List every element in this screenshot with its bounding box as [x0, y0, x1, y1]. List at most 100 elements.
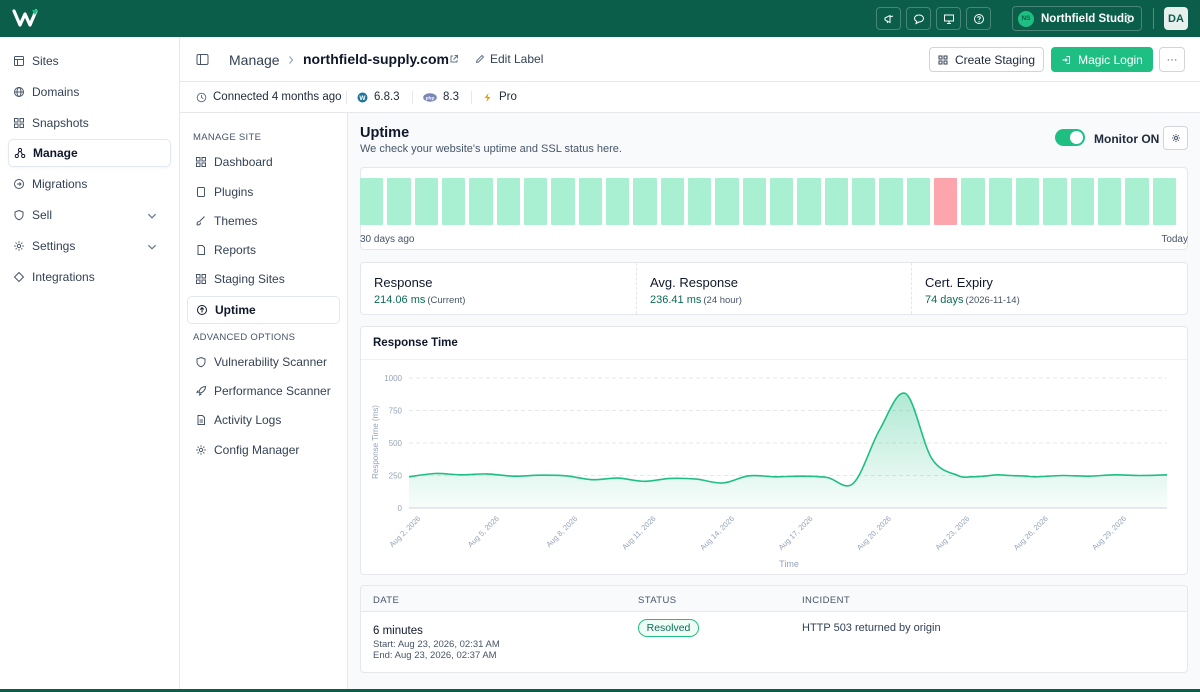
create-staging-button[interactable]: Create Staging	[929, 47, 1044, 72]
monitor-icon[interactable]	[936, 7, 961, 30]
more-button[interactable]: ···	[1159, 47, 1185, 72]
divider	[412, 91, 413, 104]
uptime-day-bar[interactable]	[961, 178, 985, 225]
uptime-day-bar[interactable]	[906, 178, 930, 225]
subnav-item-activity-logs[interactable]: Activity Logs	[187, 406, 340, 434]
megaphone-icon[interactable]	[876, 7, 901, 30]
plan-text: Pro	[499, 91, 517, 103]
subnav-item-label: Reports	[214, 243, 257, 257]
uptime-day-bar[interactable]	[441, 178, 466, 225]
uptime-day-bar[interactable]	[414, 178, 438, 225]
uptime-day-bar[interactable]	[988, 178, 1012, 225]
php-version-text: 8.3	[443, 91, 459, 103]
subnav-item-plugins[interactable]: Plugins	[187, 178, 340, 206]
sidebar-item-integrations[interactable]: Integrations	[8, 263, 171, 291]
uptime-day-bar[interactable]	[1070, 178, 1094, 225]
chevron-down-icon	[147, 213, 157, 219]
subnav-item-reports[interactable]: Reports	[187, 236, 340, 264]
subnav-item-config-manager[interactable]: Config Manager	[187, 436, 340, 464]
divider	[471, 91, 472, 104]
subnav-item-vulnerability-scanner[interactable]: Vulnerability Scanner	[187, 348, 340, 376]
uptime-day-bar[interactable]	[769, 178, 794, 225]
connected-text: Connected 4 months ago	[213, 91, 342, 103]
uptime-day-bar[interactable]	[360, 178, 384, 225]
snapshots-icon	[14, 118, 24, 128]
uptime-day-bar[interactable]	[851, 178, 876, 225]
uptime-day-bar[interactable]	[551, 178, 575, 225]
uptime-day-bar[interactable]	[660, 178, 684, 225]
uptime-day-bar[interactable]	[687, 178, 712, 225]
uptime-day-bar[interactable]	[715, 178, 739, 225]
uptime-day-bar[interactable]	[1043, 178, 1067, 225]
staging-icon	[196, 274, 206, 284]
sidebar-item-sites[interactable]: Sites	[8, 47, 171, 75]
sidebar-item-snapshots[interactable]: Snapshots	[8, 109, 171, 137]
uptime-day-bar[interactable]	[1152, 178, 1176, 225]
status-badge: Resolved	[638, 619, 699, 637]
sidebar-item-sell[interactable]: Sell	[8, 201, 171, 229]
uptime-day-bar[interactable]	[496, 178, 520, 225]
y-tick-label: 750	[389, 407, 403, 416]
uptime-bars	[360, 178, 1176, 225]
reports-icon	[197, 245, 205, 255]
uptime-day-bar[interactable]	[578, 178, 602, 225]
monitor-settings-button[interactable]	[1163, 126, 1188, 150]
x-tick-label: Aug 29, 2026	[1090, 514, 1128, 552]
uptime-day-bar[interactable]	[1125, 178, 1149, 225]
range-start-label: 30 days ago	[360, 234, 415, 245]
subnav-item-label: Performance Scanner	[214, 384, 331, 398]
manage-icon	[14, 147, 26, 159]
chevron-right-icon	[289, 56, 294, 64]
sidebar-item-domains[interactable]: Domains	[8, 78, 171, 106]
uptime-day-bar[interactable]	[523, 178, 548, 225]
shield-icon	[14, 209, 24, 221]
uptime-day-bar[interactable]	[879, 178, 903, 225]
uptime-day-bar[interactable]	[1015, 178, 1040, 225]
uptime-day-bar[interactable]	[824, 178, 848, 225]
subnav-item-themes[interactable]: Themes	[187, 207, 340, 235]
monitor-label: Monitor ON	[1094, 132, 1160, 146]
subnav-item-uptime[interactable]: Uptime	[187, 296, 340, 324]
stat-value: 236.41 ms (24 hour)	[650, 294, 742, 306]
sidebar-item-label: Migrations	[32, 177, 88, 191]
sidebar-item-manage[interactable]: Manage	[8, 139, 171, 167]
subnav-item-label: Staging Sites	[214, 272, 285, 286]
bottom-strip	[0, 689, 1200, 692]
incidents-table: DATE STATUS INCIDENT 6 minutes Start: Au…	[360, 585, 1188, 673]
uptime-day-bar-down[interactable]	[933, 178, 958, 225]
svg-text:W: W	[359, 94, 366, 101]
subnav-item-performance-scanner[interactable]: Performance Scanner	[187, 377, 340, 405]
x-tick-label: Aug 26, 2026	[1012, 514, 1050, 552]
subnav-item-staging-sites[interactable]: Staging Sites	[187, 265, 340, 293]
x-axis-label: Time	[779, 559, 799, 569]
magic-login-button[interactable]: Magic Login	[1051, 47, 1153, 72]
uptime-day-bar[interactable]	[605, 178, 630, 225]
sidebar-item-migrations[interactable]: Migrations	[8, 170, 171, 198]
sidebar-item-label: Settings	[32, 239, 76, 253]
staging-icon	[938, 55, 948, 64]
edit-label-button[interactable]: Edit Label	[475, 52, 543, 66]
logo-icon[interactable]	[12, 7, 40, 29]
uptime-day-bar[interactable]	[387, 178, 411, 225]
external-link-icon[interactable]	[449, 54, 459, 64]
uptime-day-bar[interactable]	[469, 178, 493, 225]
subnav-item-label: Config Manager	[214, 443, 300, 457]
help-icon[interactable]	[966, 7, 991, 30]
gear-icon	[14, 241, 24, 251]
sidebar-item-settings[interactable]: Settings	[8, 232, 171, 260]
uptime-day-bar[interactable]	[797, 178, 821, 225]
uptime-day-bar[interactable]	[1097, 178, 1122, 225]
uptime-day-bar[interactable]	[633, 178, 657, 225]
sidebar-item-label: Sell	[32, 208, 53, 222]
subnav-item-dashboard[interactable]: Dashboard	[187, 148, 340, 176]
subnav-item-label: Activity Logs	[214, 413, 282, 427]
chat-icon[interactable]	[906, 7, 931, 30]
site-name: northfield-supply.com	[303, 51, 449, 67]
table-header: DATE STATUS INCIDENT	[361, 586, 1187, 612]
sidebar-toggle-icon[interactable]	[196, 53, 209, 66]
breadcrumb-manage[interactable]: Manage	[229, 52, 280, 68]
uptime-day-bar[interactable]	[742, 178, 766, 225]
user-avatar[interactable]: DA	[1164, 7, 1188, 30]
monitor-toggle[interactable]	[1055, 129, 1085, 146]
team-switcher[interactable]: NS Northfield Studio	[1012, 6, 1142, 31]
